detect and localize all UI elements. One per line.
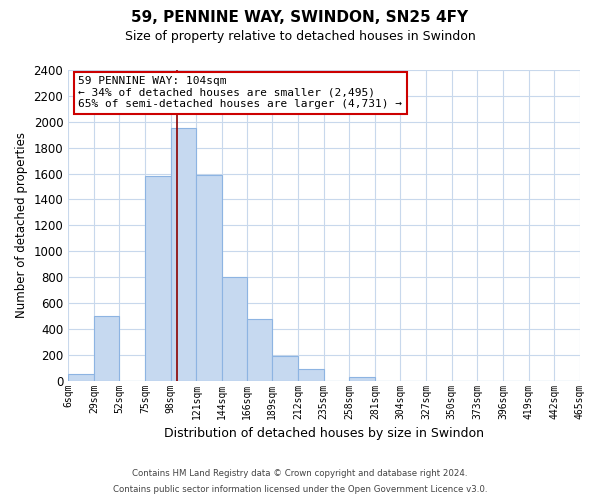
Bar: [272, 356, 298, 380]
Bar: [196, 175, 222, 380]
Text: Contains HM Land Registry data © Crown copyright and database right 2024.: Contains HM Land Registry data © Crown c…: [132, 468, 468, 477]
Bar: [222, 277, 247, 380]
Text: 59 PENNINE WAY: 104sqm
← 34% of detached houses are smaller (2,495)
65% of semi-: 59 PENNINE WAY: 104sqm ← 34% of detached…: [79, 76, 403, 110]
Bar: [145, 176, 171, 380]
Bar: [349, 377, 375, 380]
Y-axis label: Number of detached properties: Number of detached properties: [15, 132, 28, 318]
Bar: [298, 369, 323, 380]
Text: 59, PENNINE WAY, SWINDON, SN25 4FY: 59, PENNINE WAY, SWINDON, SN25 4FY: [131, 10, 469, 25]
Text: Contains public sector information licensed under the Open Government Licence v3: Contains public sector information licen…: [113, 485, 487, 494]
Bar: [68, 374, 94, 380]
Bar: [247, 318, 272, 380]
Bar: [94, 316, 119, 380]
X-axis label: Distribution of detached houses by size in Swindon: Distribution of detached houses by size …: [164, 427, 484, 440]
Text: Size of property relative to detached houses in Swindon: Size of property relative to detached ho…: [125, 30, 475, 43]
Bar: [171, 128, 196, 380]
